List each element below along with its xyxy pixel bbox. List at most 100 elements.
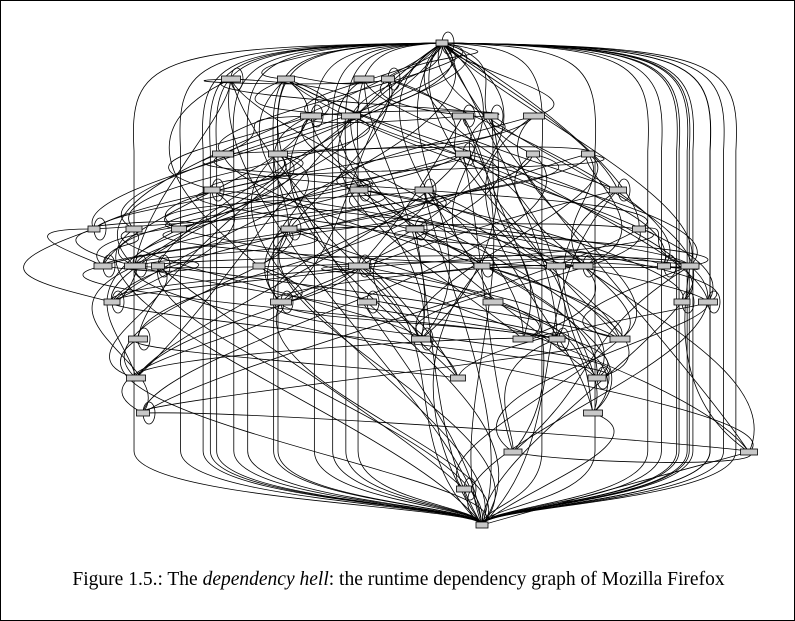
dependency-edge	[336, 115, 535, 191]
dependency-edge	[230, 78, 621, 340]
dependency-edge	[358, 265, 483, 526]
dependency-edge	[121, 42, 456, 230]
dependency-edge	[120, 338, 487, 526]
dependency-edge	[218, 42, 464, 155]
dependency-edge	[492, 301, 608, 414]
dependency-edge	[366, 301, 500, 526]
dependency-edge	[481, 301, 683, 526]
dependency-edge	[441, 42, 663, 526]
package-node	[353, 75, 375, 83]
dependency-edge	[179, 42, 483, 526]
package-node	[609, 186, 627, 194]
package-node	[673, 298, 691, 306]
graph-edges	[23, 42, 755, 526]
package-node	[349, 186, 369, 194]
dependency-edge	[168, 78, 260, 267]
dependency-edge	[222, 78, 330, 155]
dependency-edge	[512, 451, 752, 463]
dependency-edge	[133, 42, 483, 526]
package-node	[482, 298, 504, 306]
dependency-edge	[684, 265, 750, 453]
dependency-edge	[504, 338, 558, 453]
package-node	[212, 150, 234, 158]
dependency-edge	[134, 78, 232, 267]
package-node	[587, 374, 607, 382]
dependency-edge	[441, 42, 693, 267]
graph-nodes	[87, 39, 758, 529]
dependency-edge	[563, 189, 619, 414]
dependency-edge	[165, 115, 535, 230]
dependency-edge	[468, 115, 566, 340]
caption-prefix: Figure 1.5.: The	[72, 569, 203, 590]
package-node	[87, 225, 101, 233]
package-node	[450, 374, 466, 382]
package-node	[125, 225, 143, 233]
package-node	[698, 298, 718, 306]
package-node	[270, 298, 292, 306]
package-node	[609, 335, 631, 343]
package-node	[203, 186, 221, 194]
dependency-edge	[142, 412, 750, 453]
dependency-edge	[441, 42, 649, 526]
package-node	[632, 225, 646, 233]
dependency-edge	[230, 78, 459, 379]
dependency-edge	[277, 115, 506, 155]
dependency-edge	[350, 115, 698, 267]
dependency-edge	[211, 189, 557, 267]
dependency-edge	[202, 42, 483, 526]
dependency-edge	[288, 153, 559, 230]
dependency-edge	[481, 265, 630, 379]
package-node	[473, 262, 491, 270]
dependency-edge	[441, 42, 725, 526]
dependency-edge	[441, 42, 694, 526]
dependency-edge	[441, 42, 712, 526]
package-node	[151, 262, 165, 270]
dependency-edge	[358, 265, 750, 453]
dependency-edge	[274, 301, 610, 379]
package-node	[252, 262, 266, 270]
package-node	[221, 75, 241, 83]
package-node	[452, 112, 474, 120]
package-node	[435, 39, 449, 47]
dependency-edge	[423, 189, 524, 340]
dependency-edge	[481, 256, 584, 267]
package-node	[581, 150, 595, 158]
package-node	[503, 448, 523, 456]
package-node	[357, 298, 377, 306]
dependency-edge	[109, 265, 168, 379]
dependency-edge	[358, 189, 612, 414]
dependency-edge	[492, 301, 594, 414]
dependency-edge	[47, 228, 104, 267]
dependency-edge	[118, 153, 464, 267]
dependency-edge	[571, 153, 594, 267]
dependency-edge	[277, 78, 483, 526]
package-node	[126, 374, 146, 382]
package-node	[341, 112, 361, 120]
package-node	[475, 521, 489, 529]
package-node	[548, 335, 566, 343]
dependency-edge	[111, 301, 609, 379]
package-node	[523, 112, 545, 120]
dependency-edge	[582, 153, 623, 267]
dependency-edge	[91, 42, 453, 230]
package-node	[455, 150, 471, 158]
package-node	[93, 262, 113, 270]
dependency-edge	[135, 337, 524, 379]
dependency-edge	[417, 42, 450, 340]
dependency-edge	[348, 189, 709, 303]
dependency-edge	[222, 153, 623, 340]
dependency-edge	[91, 265, 149, 414]
package-node	[128, 335, 148, 343]
dependency-edge	[441, 42, 711, 526]
dependency-edge	[273, 153, 589, 303]
dependency-edge	[258, 265, 609, 379]
dependency-edge	[441, 42, 597, 526]
dependency-edge	[441, 42, 619, 191]
dependency-edge	[441, 42, 640, 230]
dependency-edge	[358, 189, 718, 303]
package-node	[348, 262, 370, 270]
dependency-edge	[387, 78, 671, 267]
dependency-edge	[222, 146, 591, 155]
dependency-edge	[358, 189, 586, 267]
